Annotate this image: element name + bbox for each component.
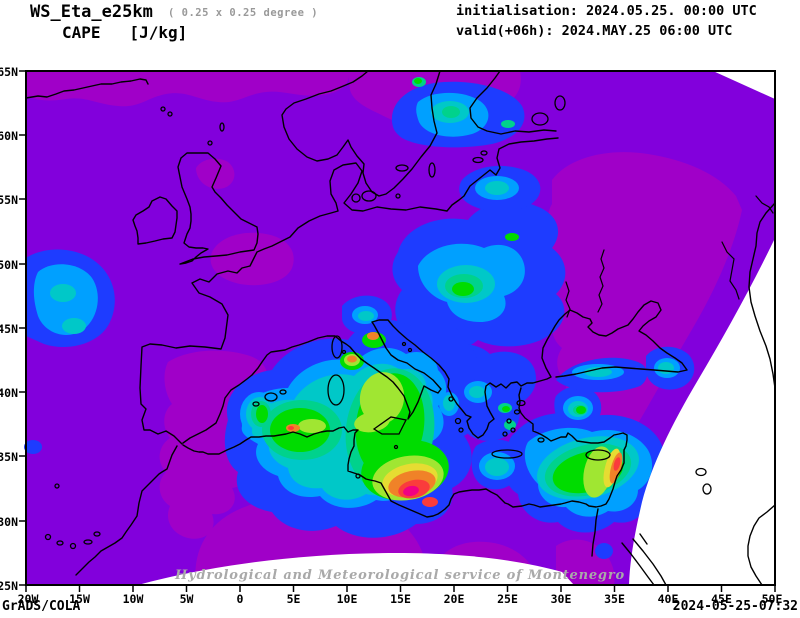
model-title: WS_Eta_e25km — [30, 2, 153, 22]
coast-turkey-levant-africa — [182, 387, 628, 518]
lon-tick-label: 15E — [390, 592, 411, 606]
lon-tick-label: 10E — [337, 592, 358, 606]
lake-ladoga — [531, 112, 549, 126]
island-canaries — [44, 533, 52, 541]
cape-fill-pink-max — [403, 485, 419, 497]
lat-tick-label: 65N — [0, 65, 18, 79]
lon-tick-label: 35E — [604, 592, 625, 606]
island-sardinia — [327, 374, 345, 406]
island-corsica — [331, 335, 343, 359]
coastlines — [25, 70, 776, 586]
lat-tick-label: 35N — [0, 450, 18, 464]
lake-onega — [554, 95, 566, 111]
lon-tick-label: 20W — [18, 592, 39, 606]
lat-tick-label: 60N — [0, 129, 18, 143]
lat-axis-labels: 65N 60N 55N 50N 45N 40N 35N 30N 25N — [0, 65, 18, 593]
resolution-note: ( 0.25 x 0.25 degree ) — [168, 7, 319, 19]
footer-grads-label: GrADS/COLA — [2, 599, 81, 614]
islands-and-lakes — [44, 95, 712, 550]
island-zealand — [361, 190, 377, 202]
lat-tick-label: 45N — [0, 322, 18, 336]
island-crete — [491, 449, 523, 459]
lake-urmia — [702, 483, 712, 495]
lon-tick-label: 25E — [497, 592, 518, 606]
lat-tick-label: 50N — [0, 258, 18, 272]
lon-tick-label: 0 — [237, 592, 244, 606]
island-gotland — [428, 162, 436, 178]
coast-mediterranean-north — [182, 300, 688, 444]
footer-timestamp: 2024-05-25-07:32 — [672, 599, 798, 614]
lat-tick-marks — [19, 70, 26, 586]
island-mallorca — [264, 392, 278, 402]
coast-caspian — [747, 202, 776, 586]
coast-atlantic-baltic — [139, 70, 559, 445]
island-madeira — [54, 483, 60, 489]
lon-axis-labels: 20W 15W 10W 5W 0 5E 10E 15E 20E 25E 30E … — [18, 592, 783, 606]
lat-tick-label: 55N — [0, 193, 18, 207]
lake-van — [695, 467, 707, 477]
lon-tick-marks — [25, 585, 776, 592]
coast-britain — [177, 152, 259, 265]
initialisation-line: initialisation: 2024.05.25. 00:00 UTC — [456, 3, 757, 19]
valid-time-line: valid(+06h): 2024.MAY.25 06:00 UTC — [456, 23, 733, 39]
domain-boundary-white — [138, 71, 775, 585]
lat-tick-label: 30N — [0, 515, 18, 529]
lon-tick-label: 10W — [123, 592, 144, 606]
lon-tick-label: 5E — [287, 592, 301, 606]
lon-tick-label: 45E — [711, 592, 732, 606]
watermark: Hydrological and Meteorological service … — [175, 568, 625, 583]
rivers — [565, 195, 774, 318]
lon-tick-label: 5W — [180, 592, 194, 606]
island-sicily — [372, 416, 407, 435]
island-shetland — [219, 122, 225, 132]
lon-tick-label: 15W — [69, 592, 90, 606]
coast-iceland — [25, 78, 149, 99]
coast-ireland — [132, 196, 178, 245]
coast-redsea-nile — [591, 508, 667, 586]
coast-morocco-atlantic — [75, 445, 178, 576]
lon-tick-label: 50E — [762, 592, 783, 606]
lat-tick-label: 40N — [0, 386, 18, 400]
lat-tick-label: 25N — [0, 579, 18, 593]
island-cyprus — [585, 449, 611, 461]
parameter-line: CAPE [J/kg] — [62, 23, 188, 42]
lon-tick-label: 30E — [551, 592, 572, 606]
lon-tick-label: 40E — [658, 592, 679, 606]
lon-tick-label: 20E — [444, 592, 465, 606]
